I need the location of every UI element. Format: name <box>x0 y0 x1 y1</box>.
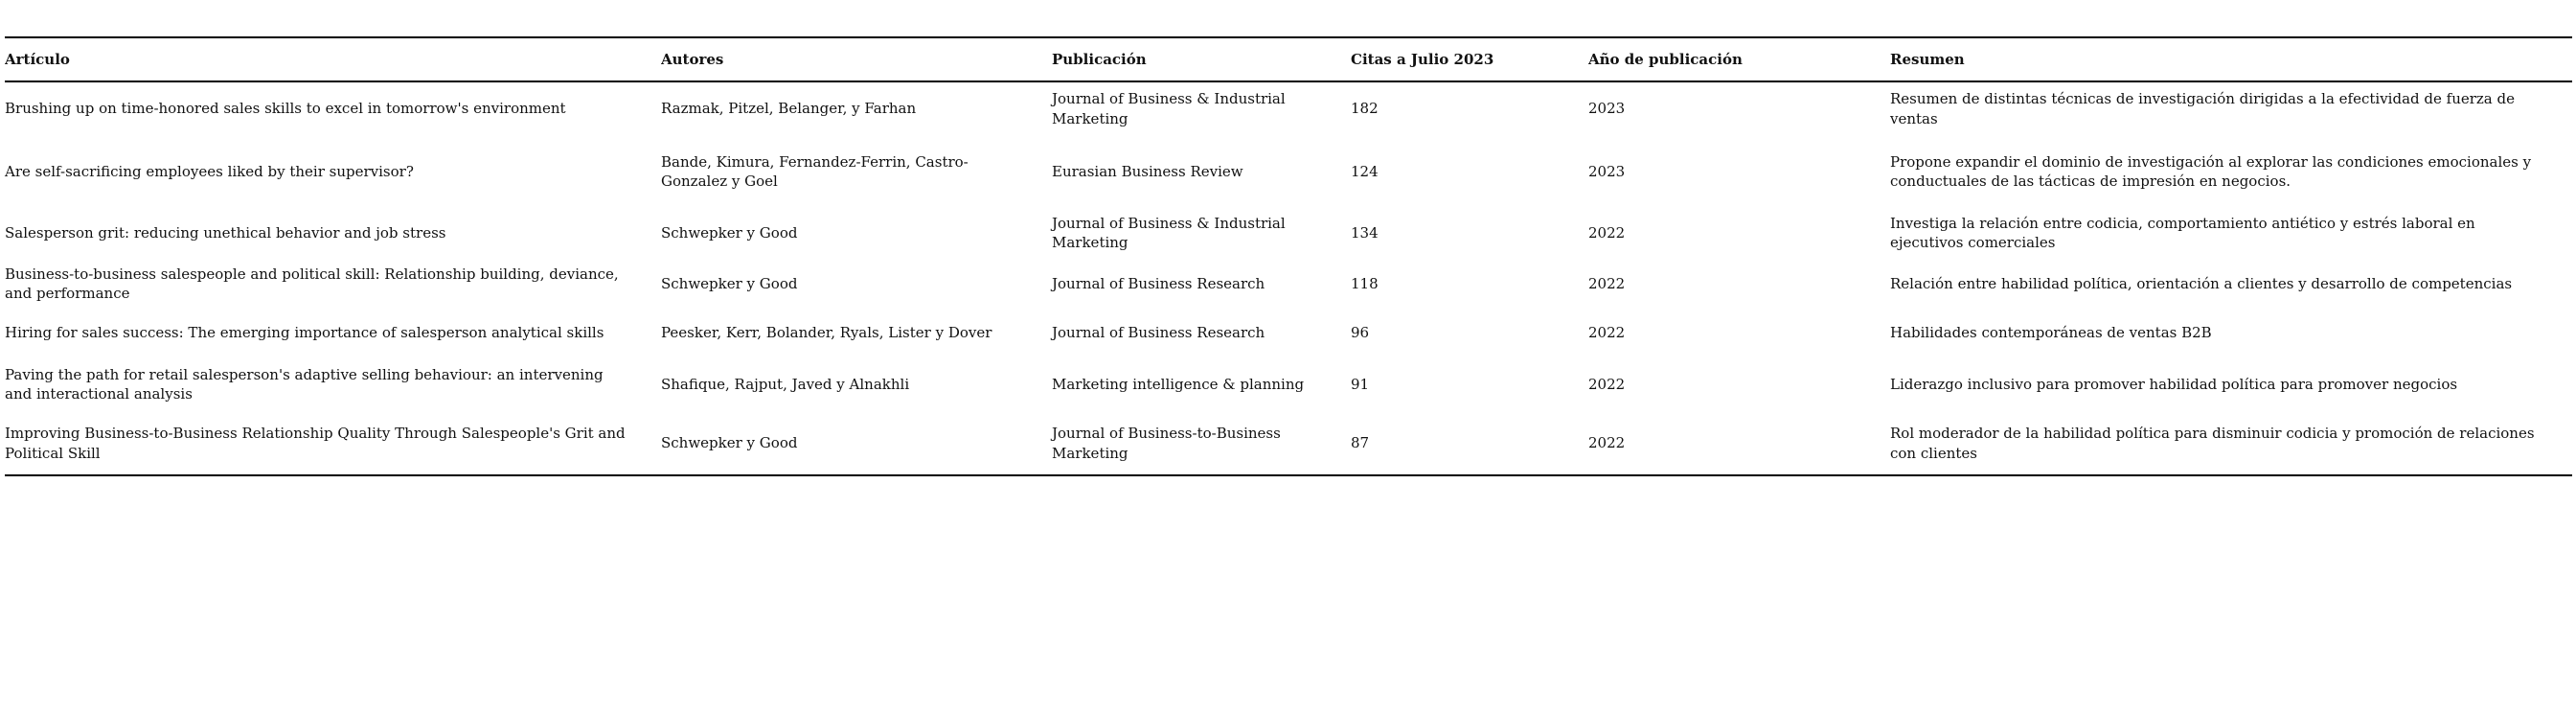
cell-articulo: Hiring for sales success: The emerging i… <box>5 323 604 341</box>
cell-resumen: Rol moderador de la habilidad política p… <box>1890 425 2535 462</box>
cell-citas: 124 <box>1351 162 1379 180</box>
cell-ano: 2022 <box>1588 434 1626 452</box>
cell-publicacion: Eurasian Business Review <box>1052 162 1243 180</box>
column-header-ano: Año de publicación <box>1588 50 1743 68</box>
cell-autores: Shafique, Rajput, Javed y Alnakhli <box>661 375 910 393</box>
cell-publicacion: Journal of Business Research <box>1052 323 1265 341</box>
column-header-articulo: Artículo <box>5 50 70 68</box>
table-row: Hiring for sales success: The emerging i… <box>5 309 2572 357</box>
cell-citas: 118 <box>1351 274 1379 292</box>
cell-autores: Bande, Kimura, Fernandez-Ferrin, Castro-… <box>661 152 969 190</box>
articles-table: Artículo Autores Publicación Citas a Jul… <box>5 36 2572 476</box>
cell-resumen: Habilidades contemporáneas de ventas B2B <box>1890 323 2212 341</box>
cell-publicacion: Journal of Business & Industrial Marketi… <box>1052 90 1286 127</box>
table-row: Are self-sacrificing employees liked by … <box>5 135 2572 208</box>
cell-citas: 182 <box>1351 100 1379 118</box>
cell-ano: 2022 <box>1588 274 1626 292</box>
cell-publicacion: Marketing intelligence & planning <box>1052 375 1305 393</box>
column-header-publicacion: Publicación <box>1052 50 1147 68</box>
cell-citas: 91 <box>1351 375 1370 393</box>
cell-articulo: Salesperson grit: reducing unethical beh… <box>5 224 446 242</box>
cell-articulo: Business-to-business salespeople and pol… <box>5 265 619 302</box>
cell-ano: 2023 <box>1588 100 1626 118</box>
column-header-citas: Citas a Julio 2023 <box>1351 50 1494 68</box>
column-header-autores: Autores <box>661 50 724 68</box>
cell-publicacion: Journal of Business & Industrial Marketi… <box>1052 215 1286 252</box>
cell-articulo: Brushing up on time-honored sales skills… <box>5 100 566 118</box>
cell-ano: 2022 <box>1588 323 1626 341</box>
cell-citas: 96 <box>1351 323 1370 341</box>
column-header-resumen: Resumen <box>1890 50 1965 68</box>
cell-autores: Razmak, Pitzel, Belanger, y Farhan <box>661 100 917 118</box>
cell-ano: 2022 <box>1588 375 1626 393</box>
cell-resumen: Investiga la relación entre codicia, com… <box>1890 215 2475 252</box>
document-page: Artículo Autores Publicación Citas a Jul… <box>0 36 2576 714</box>
cell-resumen: Propone expandir el dominio de investiga… <box>1890 152 2532 190</box>
cell-publicacion: Journal of Business-to-Business Marketin… <box>1052 425 1281 462</box>
cell-autores: Schwepker y Good <box>661 434 798 452</box>
cell-resumen: Resumen de distintas técnicas de investi… <box>1890 90 2515 127</box>
cell-publicacion: Journal of Business Research <box>1052 274 1265 292</box>
cell-autores: Schwepker y Good <box>661 224 798 242</box>
cell-articulo: Paving the path for retail salesperson's… <box>5 365 604 403</box>
table-row: Business-to-business salespeople and pol… <box>5 259 2572 310</box>
table-row: Salesperson grit: reducing unethical beh… <box>5 208 2572 259</box>
cell-citas: 134 <box>1351 224 1379 242</box>
cell-autores: Peesker, Kerr, Bolander, Ryals, Lister y… <box>661 323 992 341</box>
cell-ano: 2023 <box>1588 162 1626 180</box>
cell-resumen: Liderazgo inclusivo para promover habili… <box>1890 375 2458 393</box>
table-row: Improving Business-to-Business Relations… <box>5 412 2572 475</box>
cell-citas: 87 <box>1351 434 1370 452</box>
table-row: Brushing up on time-honored sales skills… <box>5 81 2572 135</box>
cell-autores: Schwepker y Good <box>661 274 798 292</box>
cell-ano: 2022 <box>1588 224 1626 242</box>
cell-articulo: Improving Business-to-Business Relations… <box>5 425 626 462</box>
table-row: Paving the path for retail salesperson's… <box>5 357 2572 412</box>
cell-articulo: Are self-sacrificing employees liked by … <box>5 162 414 180</box>
table-header-row: Artículo Autores Publicación Citas a Jul… <box>5 37 2572 81</box>
cell-resumen: Relación entre habilidad política, orien… <box>1890 274 2513 292</box>
